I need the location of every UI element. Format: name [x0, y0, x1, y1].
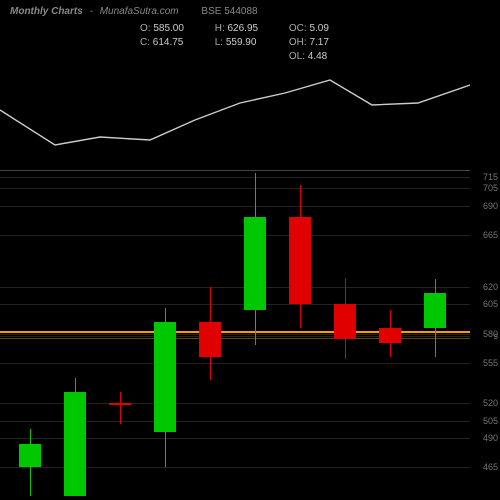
candle-wick: [120, 392, 121, 425]
chart-title: Monthly Charts: [10, 6, 83, 17]
y-axis-label: 465: [483, 462, 498, 472]
instrument-code: BSE 544088: [201, 6, 257, 17]
close-label: C:: [140, 37, 150, 48]
y-axis-label: 715: [483, 172, 498, 182]
high-label: H:: [215, 23, 225, 34]
oh-value: 7.17: [309, 37, 328, 48]
candle-body: [19, 444, 41, 467]
low-label: L:: [215, 37, 223, 48]
site-name: MunafaSutra.com: [100, 6, 179, 17]
y-axis-label: 605: [483, 299, 498, 309]
gridline: [0, 287, 470, 288]
gridline: [0, 235, 470, 236]
separator: -: [90, 6, 93, 17]
y-axis-label: s: [494, 331, 499, 341]
chart-header: Monthly Charts - MunafaSutra.com BSE 544…: [10, 6, 490, 17]
gridline: [0, 206, 470, 207]
gridline: [0, 304, 470, 305]
gridline: [0, 188, 470, 189]
price-line: [0, 80, 470, 145]
candle-body: [244, 217, 266, 310]
close-value: 614.75: [153, 37, 184, 48]
candle-body: [64, 392, 86, 496]
gridline: [0, 363, 470, 364]
y-axis-label: 690: [483, 201, 498, 211]
y-axis-label: 520: [483, 398, 498, 408]
open-label: O:: [140, 23, 151, 34]
open-value: 585.00: [153, 23, 184, 34]
candlestick-chart: 715705690665620605580s555520505490465: [0, 170, 470, 495]
chart-container: Monthly Charts - MunafaSutra.com BSE 544…: [0, 0, 500, 500]
candle-body: [334, 304, 356, 339]
y-axis-label: 665: [483, 230, 498, 240]
candle-body: [199, 322, 221, 357]
y-axis-label: 505: [483, 416, 498, 426]
candle-body: [109, 403, 131, 405]
line-chart-svg: [0, 55, 470, 165]
oc-label: OC:: [289, 23, 307, 34]
candle-body: [424, 293, 446, 328]
y-axis-label: 620: [483, 282, 498, 292]
gridline: [0, 177, 470, 178]
low-value: 559.90: [226, 37, 257, 48]
y-axis-label: 490: [483, 433, 498, 443]
candle-body: [289, 217, 311, 304]
overview-line-chart: [0, 55, 470, 165]
oc-value: 5.09: [309, 23, 328, 34]
candle-body: [379, 328, 401, 343]
oh-label: OH:: [289, 37, 307, 48]
y-axis-label: 705: [483, 183, 498, 193]
y-axis-label: 555: [483, 358, 498, 368]
high-value: 626.95: [228, 23, 259, 34]
candle-body: [154, 322, 176, 432]
